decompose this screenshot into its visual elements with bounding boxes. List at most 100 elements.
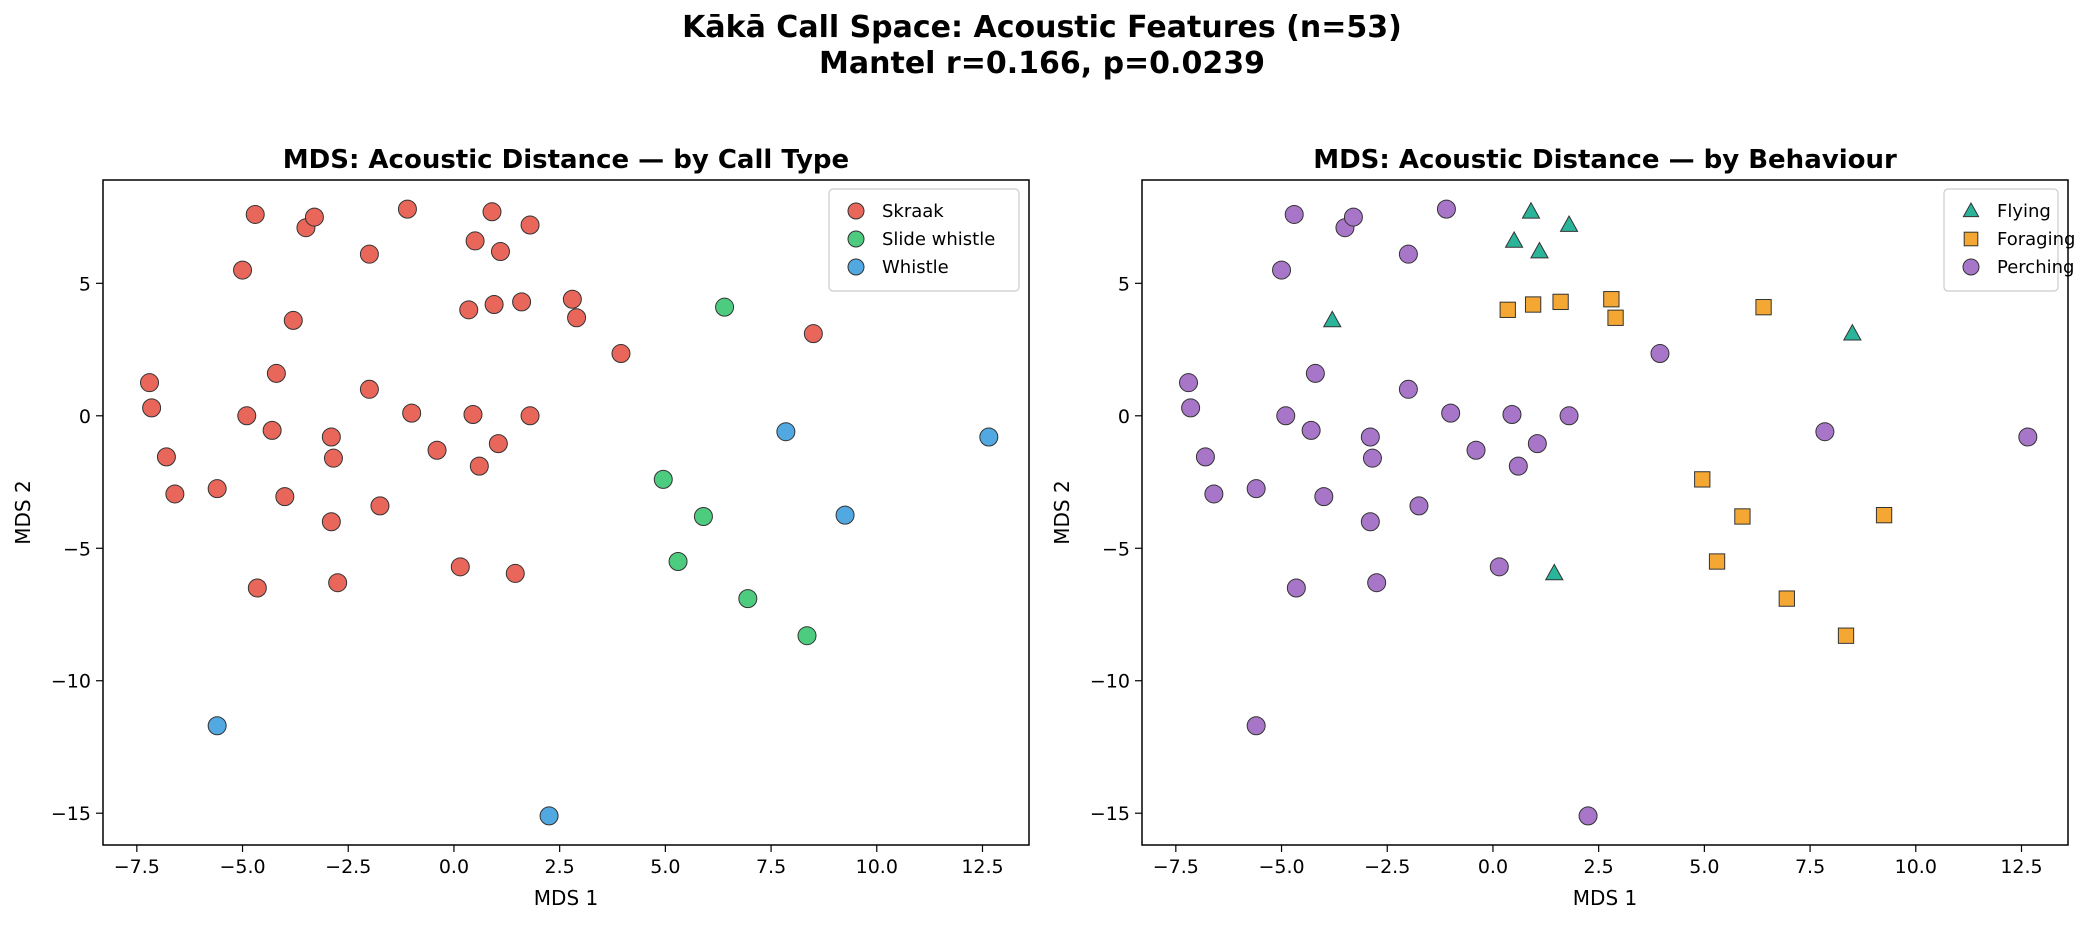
data-point-skraak [370,496,390,516]
data-point-flying [1504,230,1524,248]
data-point-perching [1276,406,1296,426]
data-point-foraging [1778,590,1795,607]
data-point-perching [1286,578,1306,598]
data-point-perching [1179,373,1199,393]
data-point-slide-whistle [693,506,713,526]
x-tick-label: 7.5 [756,856,786,878]
data-point-skraak [482,202,502,222]
data-point-skraak [233,260,253,280]
data-point-skraak [328,573,348,593]
data-point-flying [1559,215,1579,232]
data-point-slide-whistle [668,552,688,572]
y-tick-label: 5 [79,273,91,295]
x-tick-label: −7.5 [114,856,160,878]
data-point-flying [1322,310,1342,328]
data-point-skraak [402,403,422,423]
data-point-foraging [1524,296,1542,313]
data-point-perching [1527,434,1547,454]
plot-frame [1141,179,2069,846]
y-tick-label: −5 [1102,538,1130,560]
data-point-foraging [1755,299,1772,316]
y-tick-label: −15 [51,803,91,825]
chart-panel-1: MDS: Acoustic Distance — by Call Type −7.… [11,145,1030,910]
data-point-skraak [450,557,470,577]
data-point-slide-whistle [738,589,758,609]
y-tick-label: 0 [79,406,91,428]
data-point-skraak [245,204,265,224]
data-point-skraak [165,484,185,504]
data-point-whistle [539,806,559,826]
data-point-skraak [142,398,162,418]
data-point-perching [2018,427,2038,447]
legend-marker-whistle [847,258,865,276]
data-point-skraak [465,231,485,251]
data-point-skraak [247,578,267,598]
data-point-skraak [803,324,823,344]
legend-label-foraging: Foraging [1997,229,2075,250]
data-point-perching [1559,406,1579,426]
x-tick-label: −5.0 [219,856,265,878]
legend-marker-slide-whistle [847,230,865,248]
chart-panel-2: MDS: Acoustic Distance — by Behaviour −7.… [1050,145,2075,910]
x-tick-label: 2.5 [545,856,575,878]
data-point-slide-whistle [653,469,673,489]
data-point-whistle [207,716,227,736]
data-point-foraging [1734,508,1751,525]
data-point-skraak [359,244,379,264]
x-tick-label: −7.5 [1153,856,1199,878]
data-point-perching [1360,427,1380,447]
chart-title: MDS: Acoustic Distance — by Behaviour [1313,145,1897,175]
data-point-perching [1246,479,1266,499]
data-point-skraak [520,215,540,235]
x-axis-label: MDS 1 [534,886,598,910]
data-point-skraak [323,448,343,468]
x-tick-label: 12.5 [961,856,1003,878]
legend-marker-foraging [1963,231,1979,247]
data-point-perching [1362,448,1382,468]
data-point-perching [1367,573,1387,593]
data-point-foraging [1694,471,1711,488]
data-point-foraging [1837,627,1855,644]
data-point-skraak [484,295,504,315]
data-point-perching [1314,487,1334,507]
legend-label-slide-whistle: Slide whistle [882,229,995,250]
legend: Flying Foraging Perching [1943,188,2075,292]
y-tick-label: −15 [1090,803,1130,825]
data-point-slide-whistle [715,297,735,317]
data-point-perching [1398,244,1418,264]
legend-label-flying: Flying [1997,201,2051,222]
data-point-perching [1502,404,1522,424]
data-point-perching [1466,440,1486,460]
x-axis-label: MDS 1 [1573,886,1637,910]
data-point-perching [1301,420,1321,440]
legend-box [828,188,1020,292]
data-point-skraak [459,300,479,320]
data-point-skraak [567,308,587,328]
data-point-flying [1842,323,1862,341]
data-point-skraak [304,207,324,227]
data-point-foraging [1552,293,1569,311]
y-tick-label: 5 [1118,273,1130,295]
data-point-whistle [776,422,796,442]
data-point-perching [1508,456,1528,476]
data-point-perching [1181,398,1201,418]
figure-title-line2: Mantel r=0.166, p=0.0239 [819,46,1265,81]
x-tick-label: 2.5 [1584,856,1614,878]
data-point-skraak [207,479,227,499]
y-axis-label: MDS 2 [11,480,35,544]
y-tick-label: −10 [1090,671,1130,693]
legend-label-perching: Perching [1997,257,2074,278]
y-tick-label: −10 [51,671,91,693]
data-point-skraak [469,456,489,476]
data-point-foraging [1875,506,1893,524]
y-tick-label: −5 [63,538,91,560]
data-point-skraak [520,406,540,426]
data-point-perching [1195,447,1215,467]
data-point-skraak [562,289,582,309]
data-point-skraak [275,487,295,507]
data-point-perching [1398,379,1418,399]
data-point-foraging [1708,553,1726,570]
legend-marker-perching [1962,258,1980,276]
x-tick-label: −2.5 [1364,856,1410,878]
x-tick-label: −5.0 [1258,856,1304,878]
